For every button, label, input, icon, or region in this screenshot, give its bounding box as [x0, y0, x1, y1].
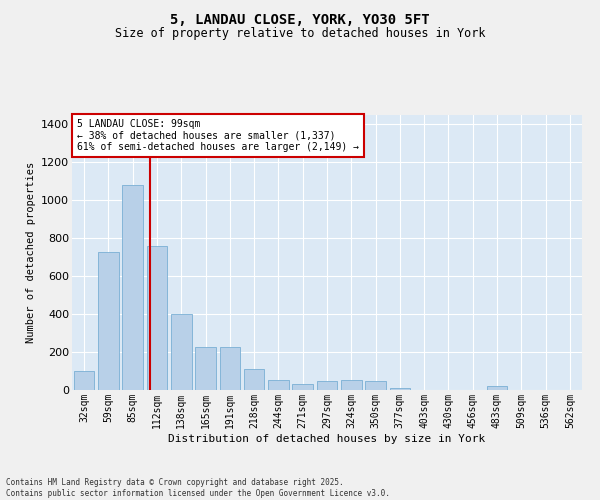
Bar: [292, 384, 313, 390]
Y-axis label: Number of detached properties: Number of detached properties: [26, 162, 35, 343]
Bar: [146, 246, 167, 390]
Bar: [317, 380, 337, 390]
Bar: [268, 380, 289, 390]
Text: Contains HM Land Registry data © Crown copyright and database right 2025.
Contai: Contains HM Land Registry data © Crown c…: [6, 478, 390, 498]
Bar: [122, 185, 143, 390]
Text: 5 LANDAU CLOSE: 99sqm
← 38% of detached houses are smaller (1,337)
61% of semi-d: 5 LANDAU CLOSE: 99sqm ← 38% of detached …: [77, 119, 359, 152]
Bar: [220, 348, 240, 390]
Text: 5, LANDAU CLOSE, YORK, YO30 5FT: 5, LANDAU CLOSE, YORK, YO30 5FT: [170, 12, 430, 26]
Bar: [341, 380, 362, 390]
Bar: [487, 386, 508, 390]
Bar: [195, 348, 216, 390]
Bar: [171, 314, 191, 390]
Bar: [98, 252, 119, 390]
Text: Size of property relative to detached houses in York: Size of property relative to detached ho…: [115, 28, 485, 40]
Bar: [244, 369, 265, 390]
X-axis label: Distribution of detached houses by size in York: Distribution of detached houses by size …: [169, 434, 485, 444]
Bar: [74, 371, 94, 390]
Bar: [389, 388, 410, 390]
Bar: [365, 380, 386, 390]
